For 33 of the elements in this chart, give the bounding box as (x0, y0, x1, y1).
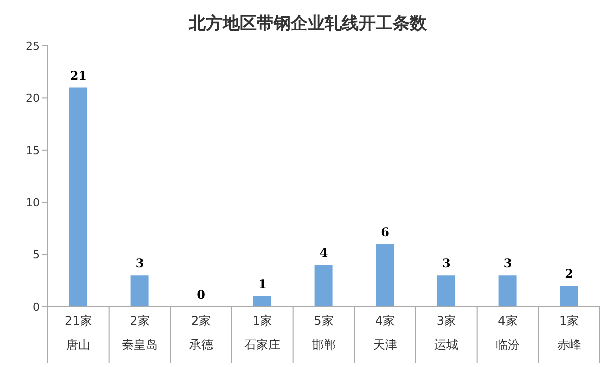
data-label: 3 (442, 256, 451, 271)
data-label: 6 (381, 225, 390, 240)
bar (130, 276, 149, 307)
x-tick-label: 2家承德 (189, 314, 214, 352)
bar (376, 244, 394, 307)
y-tick-label: 15 (26, 144, 40, 158)
chart-title: 北方地区带钢企业轧线开工条数 (188, 13, 428, 36)
bar (498, 276, 517, 307)
bar (437, 276, 456, 307)
y-tick-label: 10 (26, 196, 40, 210)
data-label: 0 (197, 288, 206, 302)
data-label: 1 (258, 278, 267, 292)
data-label: 3 (504, 256, 512, 271)
x-tick-label: 21家唐山 (65, 314, 92, 352)
x-tick-label: 5家邯郸 (312, 314, 336, 352)
x-tick-label: 4家天津 (373, 314, 398, 352)
bar (253, 296, 272, 307)
y-tick-label: 0 (33, 300, 40, 314)
y-tick-label: 25 (26, 40, 40, 53)
x-tick-label: 1家石家庄 (244, 314, 281, 352)
data-label: 21 (70, 68, 88, 83)
bar (314, 265, 333, 307)
data-label: 3 (136, 256, 144, 271)
y-tick-label: 5 (33, 248, 40, 262)
x-tick-label: 1家赤峰 (557, 314, 582, 352)
bar (560, 286, 578, 307)
data-label: 4 (320, 246, 328, 260)
data-label: 2 (565, 267, 574, 282)
bar (69, 88, 88, 307)
x-tick-label: 3家运城 (434, 314, 459, 352)
y-tick-label: 20 (26, 92, 40, 106)
x-tick-label: 4家临汾 (496, 314, 520, 352)
x-tick-label: 2家秦皇岛 (122, 314, 158, 352)
